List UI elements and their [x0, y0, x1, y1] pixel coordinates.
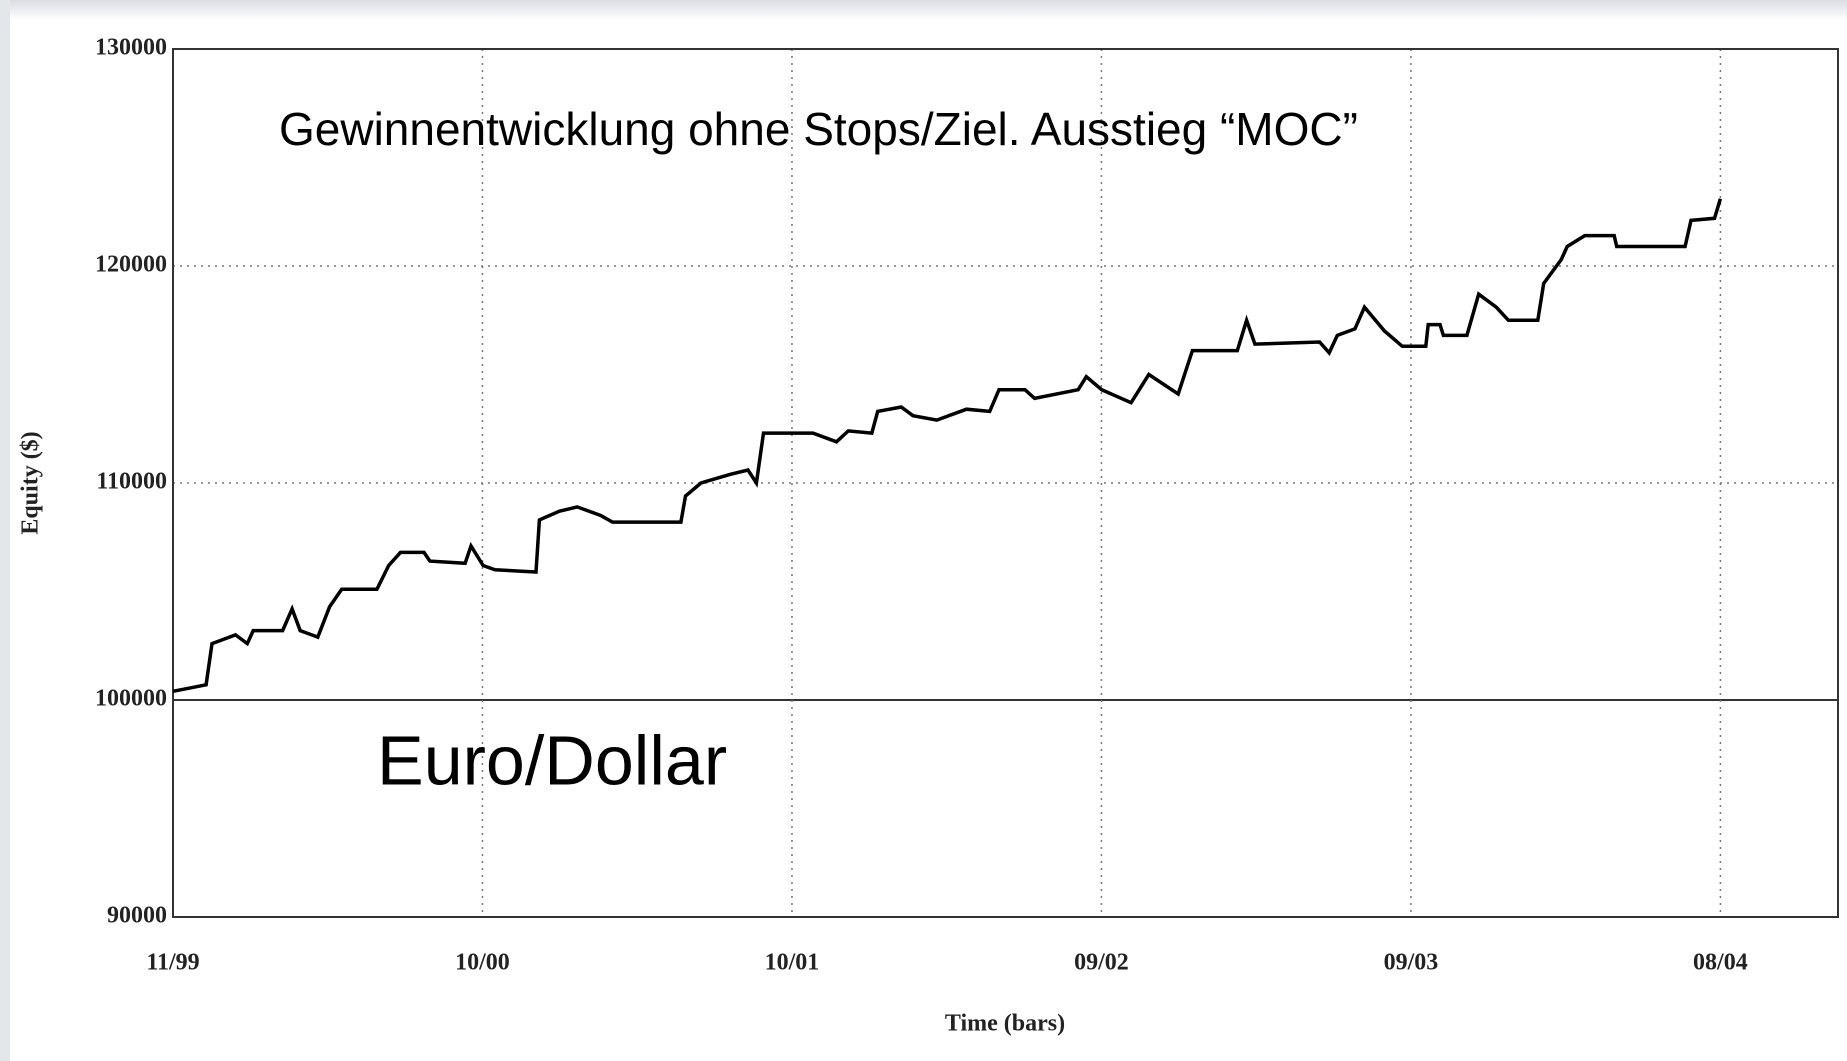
y-axis-label: Equity ($) — [18, 431, 44, 534]
annotation: Gewinnentwicklung ohne Stops/Ziel. Ausst… — [279, 103, 1358, 155]
x-tick-label: 10/00 — [455, 950, 510, 976]
equity-line — [172, 198, 1723, 694]
x-tick-label: 09/03 — [1384, 950, 1439, 976]
y-tick-label: 90000 — [107, 903, 167, 929]
y-tick-label: 110000 — [96, 469, 167, 495]
y-tick-label: 120000 — [95, 252, 167, 278]
x-tick-label: 11/99 — [146, 950, 199, 976]
x-axis-label: Time (bars) — [945, 1011, 1065, 1037]
y-tick-label: 100000 — [95, 686, 167, 712]
x-tick-label: 10/01 — [765, 950, 820, 976]
background — [0, 0, 10, 1061]
annotation: Euro/Dollar — [377, 721, 727, 799]
plot-frame — [172, 48, 1839, 918]
x-tick-label: 08/04 — [1693, 950, 1748, 976]
x-tick-label: 09/02 — [1074, 950, 1129, 976]
background — [0, 0, 1847, 20]
y-tick-label: 130000 — [95, 35, 167, 61]
